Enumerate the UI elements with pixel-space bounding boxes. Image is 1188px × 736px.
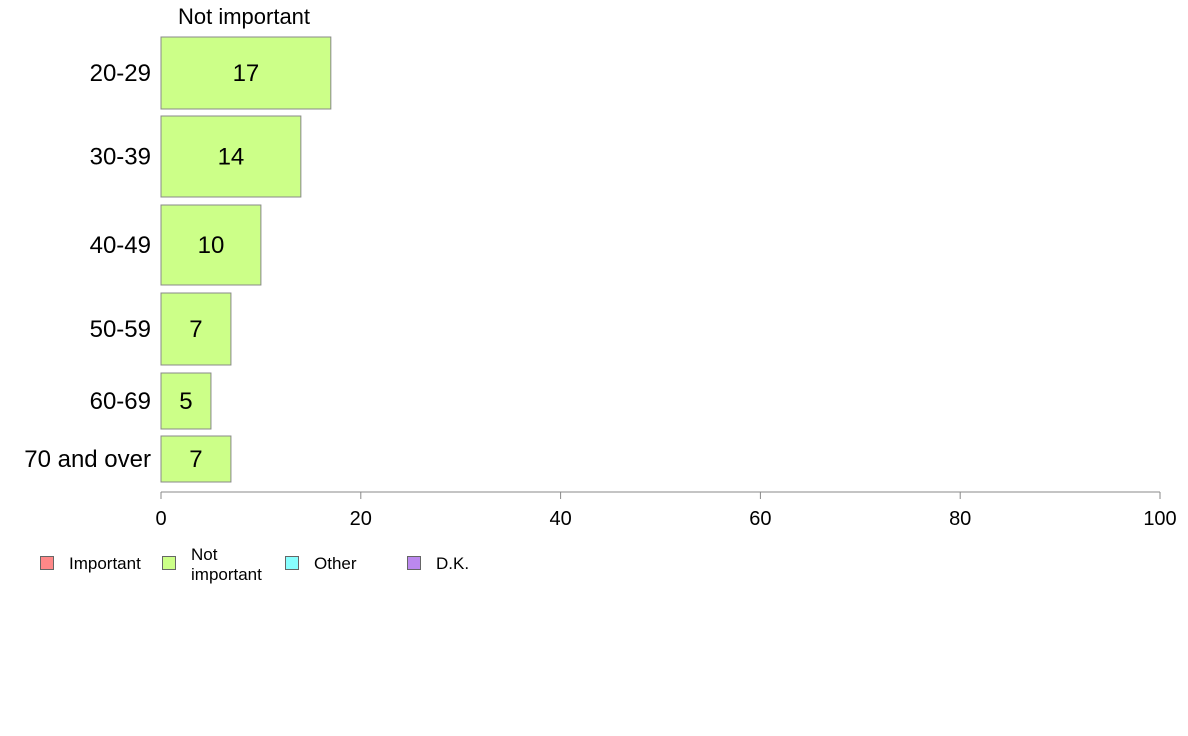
category-label: 60-69 — [90, 388, 151, 415]
bar-50-59 — [160, 292, 232, 366]
category-label: 40-49 — [90, 232, 151, 259]
bar-chart: Not important 17 20-29 14 30-39 10 40-49 7 50-5… — [24, 4, 1177, 530]
legend-swatch-not-important — [162, 556, 176, 570]
legend-label-other: Other — [314, 554, 357, 573]
bar-value-label: 14 — [218, 144, 245, 171]
bars-layer: 17 20-29 14 30-39 10 40-49 7 50-59 5 60-69 7 70 and… — [24, 36, 332, 483]
legend-label-important: Important — [69, 554, 141, 573]
x-tick-label: 80 — [949, 508, 971, 530]
bar-value-label: 7 — [189, 316, 202, 343]
legend-label-not-important: Not important — [191, 545, 262, 584]
bar-70-and-over — [160, 435, 232, 483]
legend-swatch-important — [40, 556, 54, 570]
category-label: 50-59 — [90, 316, 151, 343]
x-axis: 0 20 40 60 80 100 — [155, 491, 1177, 530]
category-label: 20-29 — [90, 60, 151, 87]
bar-20-29 — [160, 36, 332, 110]
x-tick-label: 0 — [155, 508, 166, 530]
legend-label-dk: D.K. — [436, 554, 470, 573]
x-tick-label: 100 — [1143, 508, 1176, 530]
bar-value-label: 10 — [198, 232, 225, 259]
legend-swatch-other — [285, 556, 299, 570]
bar-40-49 — [160, 204, 262, 286]
category-label: 30-39 — [90, 144, 151, 171]
bar-value-label: 17 — [233, 60, 260, 87]
bar-30-39 — [160, 115, 302, 198]
legend: Important Not important Other D.K. — [40, 545, 560, 593]
bar-value-label: 5 — [179, 388, 192, 415]
x-tick-label: 60 — [749, 508, 771, 530]
x-tick-label: 20 — [350, 508, 372, 530]
series-header: Not important — [178, 4, 310, 29]
bar-60-69 — [160, 372, 212, 430]
legend-swatch-dk — [407, 556, 421, 570]
x-tick-label: 40 — [549, 508, 571, 530]
category-label: 70 and over — [24, 446, 151, 473]
bar-value-label: 7 — [189, 446, 202, 473]
